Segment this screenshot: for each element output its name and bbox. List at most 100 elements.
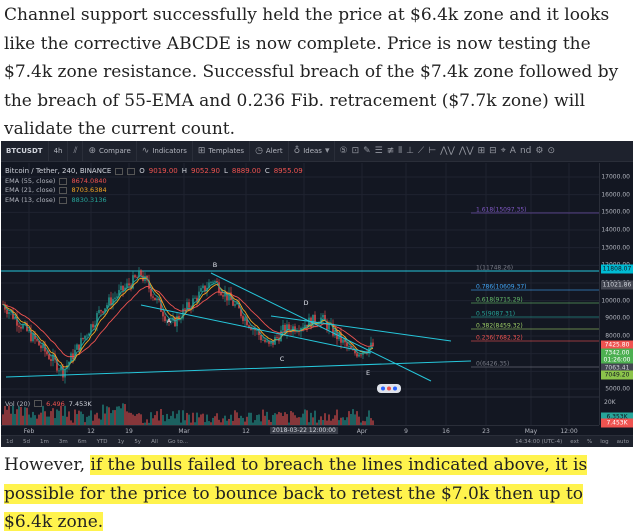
pattern-icon[interactable]: ⋀⋁ [440,146,455,156]
price-tick: 16000.00 [601,191,630,199]
bottom-bar: 1d 5d 1m 3m 6m YTD 1y 5y All Go to... 14… [1,435,633,447]
price-tag: 7063.41 [601,363,633,373]
camera-icon[interactable]: ⊙ [547,146,555,156]
volume-settings[interactable] [34,400,43,407]
goto-button[interactable]: Go to... [167,438,188,445]
more-tools[interactable]: nd [519,146,532,156]
alert-button[interactable]: ◷ Alert [250,141,289,162]
fan-icon[interactable]: ⊥ [406,146,414,156]
lightbulb-icon: ♁ [293,146,301,156]
range-1d[interactable]: 1d [6,438,13,445]
time-tick: 12 [87,428,95,435]
ema-55-row[interactable]: EMA (55, close) 8674.0840 [5,176,107,185]
clock[interactable]: 14:34:00 (UTC-4) [515,439,563,445]
time-tick: 12 [242,428,250,435]
time-axis[interactable]: Feb 12 19 Mar 12 2018-03-22 12:00:00 Apr 9 16 23 M… [1,425,599,435]
compare-button[interactable]: ⊕ Compare [83,141,137,162]
replay-marker[interactable] [377,384,401,393]
settings-toggle[interactable] [127,168,136,176]
price-tag: 11808.07 [601,264,633,274]
time-tick: May [524,428,538,435]
article-paragraph-top: Channel support successfully held the pr… [4,5,619,139]
fib-level-label: 0.5(9087.31) [476,311,515,318]
interval-button[interactable]: 4h [49,141,69,162]
fib-level-label: 1.618(15097.35) [476,207,527,214]
ema-21-value: 8703.6384 [71,186,107,194]
chart-toolbar: BTCUSDT 4h ⫽ ⊕ Compare ∿ Indicators ⊞ Templ… [1,141,633,162]
visibility-toggle[interactable] [115,168,124,176]
high-label: H [181,167,188,175]
range-1y[interactable]: 1y [117,438,125,445]
range-6m[interactable]: 6m [77,438,87,445]
ruler-icon[interactable]: ⊟ [489,146,497,156]
templates-button[interactable]: ⊞ Templates [193,141,251,162]
wave-labels: A B C D E [167,261,370,377]
symbol-title: Bitcoin / Tether, 240, BINANCE [5,167,112,175]
brush-icon[interactable]: ⌖ [500,146,506,156]
price-tick: 10000.00 [601,297,630,305]
price-tag: 7049.20 [601,370,633,380]
ema-13-row[interactable]: EMA (13, close) 8830.3136 [5,195,107,204]
price-tick: 13000.00 [601,244,630,252]
templates-icon: ⊞ [197,146,206,156]
ema-21-row[interactable]: EMA (21, close) 8703.6384 [5,186,107,195]
volume-axis-label: 20K [604,399,616,406]
tradingview-chart[interactable]: 1.618(15097.35) 1(11748.26) 0.786(10609.37… [1,141,633,447]
ray-icon[interactable]: ⟋ [417,146,425,156]
time-tick: 19 [125,428,133,435]
fib-level-label: 0.382(8459.32) [476,323,523,330]
range-1m[interactable]: 1m [40,438,49,445]
time-tick: Mar [178,428,190,435]
chart-canvas[interactable]: 1.618(15097.35) 1(11748.26) 0.786(10609.37… [1,141,633,447]
ema-13-value: 8830.3136 [71,195,107,204]
range-3m[interactable]: 3m [58,438,68,445]
close-label: C [264,167,270,175]
auto-toggle[interactable]: auto [616,439,629,445]
wave-label: A [167,317,172,325]
lines-icon[interactable]: ☰ [374,146,383,156]
ema-13-settings [59,196,68,204]
wave-label: C [280,355,285,363]
fib-level-label: 0.786(10609.37) [476,284,527,291]
fib-icon[interactable]: ≢ [386,146,395,156]
price-axis[interactable]: 17000.00 16000.00 15000.00 14000.00 13000.00… [599,163,633,413]
range-5y[interactable]: 5y [134,438,142,445]
price-tag: 11021.86 [601,280,633,290]
log-toggle[interactable]: log [600,439,609,445]
text-tool-icon[interactable]: A [509,146,516,156]
time-tick: 12:00 [560,428,578,435]
ema-21-settings [59,187,68,195]
elliott-icon[interactable]: ⋀⋁ [458,146,474,156]
channel-trendlines [5,272,472,382]
undo-icon[interactable]: ⊡ [351,146,360,156]
fib-retracement: 1.618(15097.35) 1(11748.26) 0.786(10609.37… [1,207,599,368]
wave-label: E [366,369,370,377]
time-tick: 2018-03-22 12:00:00 [270,427,338,434]
volume-legend: Vol (20) 6.496 7.453K [5,400,92,408]
chart-style-button[interactable]: ⫽ [68,141,84,162]
range-ytd[interactable]: YTD [96,438,108,445]
indicators-button[interactable]: ∿ Indicators [137,141,193,162]
volume-value-1: 6.496 [46,400,65,408]
hline-icon[interactable]: ⊢ [428,146,437,156]
paragraph-bottom-plain: However, [4,455,91,475]
ema-55-value: 8674.0840 [71,176,107,185]
price-tick: 17000.00 [601,173,630,181]
range-all[interactable]: All [151,438,158,445]
volume-tag-2: 7.453K [601,418,633,428]
replay-icon[interactable]: ⑤ [339,146,348,156]
range-5d[interactable]: 5d [23,438,30,445]
ema-lines [2,275,374,371]
price-tick: 15000.00 [601,208,630,216]
time-tick: Feb [23,428,35,435]
gear-icon[interactable]: ⚙ [535,146,544,156]
ideas-button[interactable]: ♁ Ideas ▾ [289,141,336,162]
pencil-icon[interactable]: ✎ [363,146,371,156]
pitchfork-icon[interactable]: ⫴ [398,146,403,156]
percent-toggle[interactable]: % [586,439,593,445]
low-label: L [223,167,228,175]
symbol-search[interactable]: BTCUSDT [1,141,49,162]
indicators-icon: ∿ [141,146,150,156]
grid-icon[interactable]: ⊞ [477,146,486,156]
ext-toggle[interactable]: ext [570,439,579,445]
